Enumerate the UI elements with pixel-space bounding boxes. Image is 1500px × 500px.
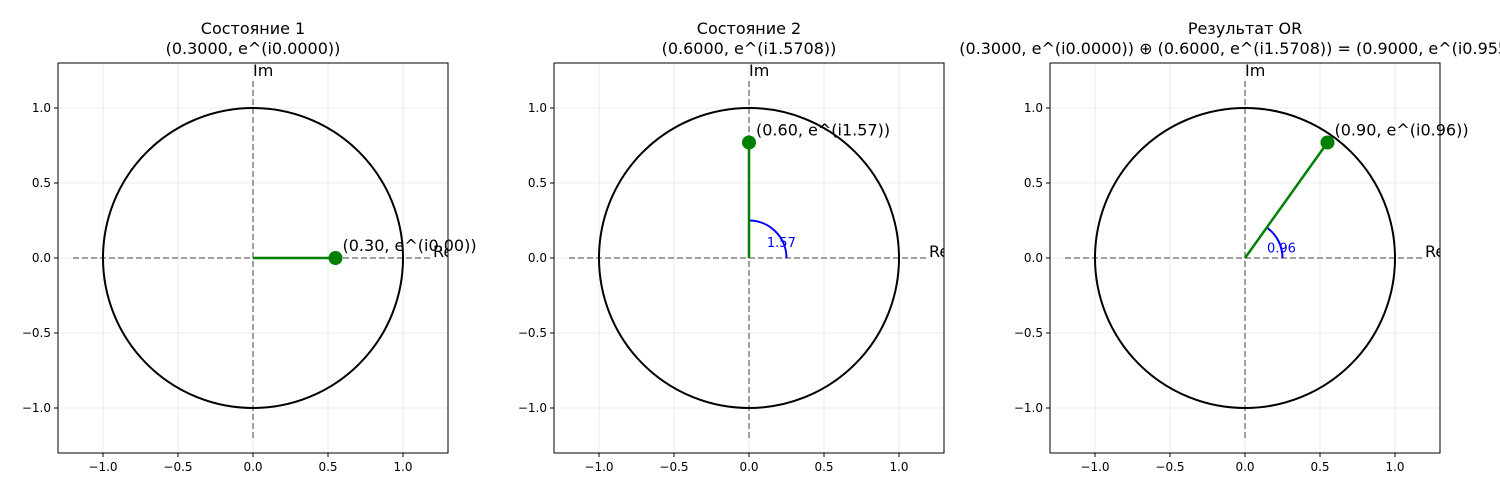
y-tick-label: 0.0	[1024, 251, 1043, 265]
y-tick-label: 0.5	[1024, 176, 1043, 190]
y-tick-label: 1.0	[528, 101, 547, 115]
angle-label: 0.96	[1267, 242, 1296, 257]
x-tick-label: 0.0	[243, 460, 262, 474]
chart-title: Результат OR	[1188, 19, 1302, 38]
x-tick-label: −0.5	[163, 460, 192, 474]
chart-subtitle: (0.3000, e^(i0.0000)) ⊕ (0.6000, e^(i1.5…	[959, 39, 1500, 58]
x-tick-label: 0.5	[814, 460, 833, 474]
y-tick-label: −0.5	[518, 326, 547, 340]
x-tick-label: −1.0	[88, 460, 117, 474]
angle-arc	[748, 219, 788, 259]
angle-label: 1.57	[767, 236, 796, 251]
y-tick-label: −0.5	[1014, 326, 1043, 340]
state-point	[742, 135, 756, 150]
y-tick-label: 0.5	[32, 176, 51, 190]
point-label: (0.30, e^(i0.00))	[343, 236, 477, 255]
state-vector	[1243, 141, 1329, 259]
chart-subtitle: (0.3000, e^(i0.0000))	[166, 39, 341, 58]
unit-circle	[102, 107, 404, 409]
clipped-labels: Re Im	[749, 61, 949, 261]
x-tick-label: −1.0	[584, 460, 613, 474]
chart-subtitle: (0.6000, e^(i1.5708))	[662, 39, 837, 58]
x-tick-label: 0.5	[318, 460, 337, 474]
chart-title: Состояние 2	[697, 19, 801, 38]
y-tick-label: −1.0	[22, 401, 51, 415]
point-label: (0.60, e^(i1.57))	[756, 121, 890, 140]
x-tick-label: 1.0	[393, 460, 412, 474]
clipped-labels: Re Im	[1245, 61, 1445, 261]
chart-title: Состояние 1	[201, 19, 305, 38]
x-tick-label: −0.5	[1155, 460, 1184, 474]
x-tick-label: 0.0	[1235, 460, 1254, 474]
y-tick-label: 1.0	[32, 101, 51, 115]
x-tick-label: −1.0	[1080, 460, 1109, 474]
chart-panel-3: 0.96 Re Im (0.90, e^(i0.96)) −1.0 −0.5 0.0 0.5 1…	[959, 19, 1500, 474]
y-tick-label: −0.5	[22, 326, 51, 340]
x-tick-label: −0.5	[659, 460, 688, 474]
angle-arc	[1266, 226, 1284, 259]
y-tick-label: 0.5	[528, 176, 547, 190]
point-label: (0.90, e^(i0.96))	[1335, 121, 1469, 140]
imag-axis-label: Im	[749, 61, 769, 80]
y-tick-label: 0.0	[528, 251, 547, 265]
imag-axis-label: Im	[253, 61, 273, 80]
state-point	[328, 251, 343, 265]
unit-circle	[1094, 107, 1396, 409]
x-tick-label: 1.0	[1385, 460, 1404, 474]
real-axis-label: Re	[929, 242, 949, 261]
real-axis-label: Re	[433, 242, 453, 261]
x-tick-label: 0.5	[1310, 460, 1329, 474]
y-tick-label: 0.0	[32, 251, 51, 265]
y-tick-label: −1.0	[518, 401, 547, 415]
state-point	[1320, 135, 1335, 150]
unit-circle	[598, 107, 900, 409]
clipped-labels: Re Im	[253, 61, 453, 261]
x-tick-label: 1.0	[889, 460, 908, 474]
imag-axis-label: Im	[1245, 61, 1265, 80]
chart-panel-1: Re Im (0.30, e^(i0.00)) −1.0 −0.5 0.0 0.5 1.0 −1…	[22, 19, 477, 474]
y-tick-label: −1.0	[1014, 401, 1043, 415]
x-tick-label: 0.0	[739, 460, 758, 474]
y-tick-label: 1.0	[1024, 101, 1043, 115]
real-axis-label: Re	[1425, 242, 1445, 261]
chart-panel-2: 1.57 Re Im (0.60, e^(i1.57)) −1.0 −0.5 0.0 0.5 1…	[518, 19, 949, 474]
